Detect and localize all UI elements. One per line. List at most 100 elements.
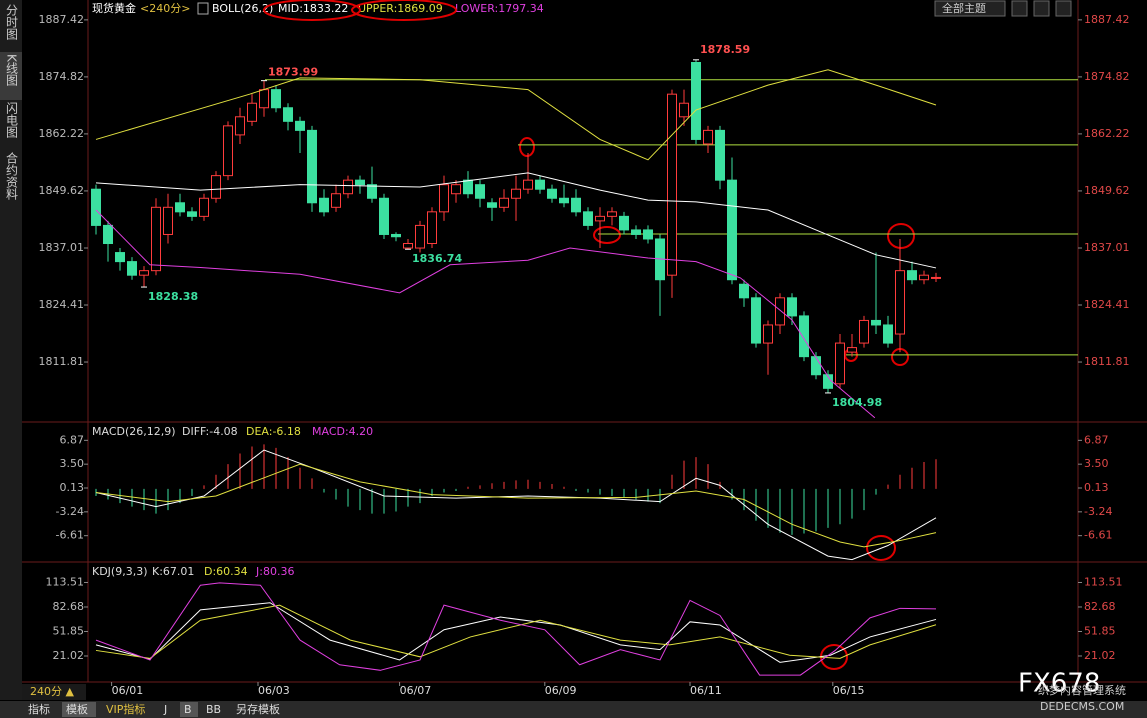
candle-body [583,211,593,226]
highlight [866,535,896,561]
candle-body [463,179,473,195]
plot: 1887.42 1887.42 1874.82 1874.82 1862.22 1862.… [39,13,1130,697]
candle-body [427,211,437,245]
toolbar-tab[interactable]: 模板 [66,702,88,716]
x-tick-label: 06/07 [400,684,432,697]
icon[interactable] [197,2,209,15]
extreme-label: 1873.99 [268,66,318,79]
candle-body [775,297,785,326]
kdj-d: D:60.34 [204,565,248,578]
candle-body [571,197,581,213]
sidebar-tab[interactable]: 分时图 [5,4,19,40]
candle-body [751,297,761,344]
y-tick-label: 1849.62 [1084,184,1130,197]
x-tick-label: 06/09 [545,684,577,697]
candle-body [679,102,689,118]
y-tick-label: -3.24 [56,505,84,518]
y-tick-label: 6.87 [1084,433,1109,446]
indicator-line [95,582,937,676]
candle-body [283,107,293,122]
kdj-k: K:67.01 [152,565,194,578]
y-tick-label: 82.68 [1084,600,1116,613]
sidebar-tab[interactable]: 合约资料 [5,151,19,200]
period: <240分> [140,2,190,15]
candle-body [451,184,461,195]
candle-body [607,211,617,217]
y-tick-label: 1824.41 [39,298,85,311]
candle-body [307,129,317,204]
candle-body [175,202,185,213]
y-tick-label: 1887.42 [39,13,85,26]
indicator-line [95,449,937,561]
highlight [519,137,535,157]
toolbar-tab[interactable]: VIP指标 [106,702,145,716]
y-tick-label: 0.13 [60,481,85,494]
candle-body [271,89,281,109]
indicator-line [95,209,876,419]
highlight [887,223,915,249]
toolbar-tab[interactable]: B [184,703,192,716]
candle-body [331,193,341,208]
sidebar-tab[interactable]: K线图 [5,54,19,86]
indicator-line [95,604,937,659]
y-tick-label: 1862.22 [39,127,85,140]
y-tick-label: 3.50 [1084,457,1109,470]
period-box[interactable] [22,684,86,700]
candle-body [643,229,653,240]
theme-text[interactable]: 全部主题 [942,1,986,15]
toolbar-tabs[interactable]: 指标 模板 VIP指标 J B BB 另存模板 [28,702,280,717]
icon-button[interactable] [1011,0,1028,17]
toolbar-tab[interactable]: 指标 [28,702,50,716]
candle-body [439,184,449,213]
candle-body [355,179,365,186]
candle-body [595,215,605,222]
candle-body [91,188,101,226]
candle-body [811,356,821,376]
candle-body [511,188,521,199]
y-tick-label: 1887.42 [1084,13,1130,26]
theme-select[interactable] [934,0,1006,17]
candle-body [103,224,113,245]
symbol: 现货黄金 [92,1,136,15]
y-tick-label: 1811.81 [1084,355,1130,368]
boll-label: BOLL(26,2) [212,2,273,15]
highlight [593,226,621,244]
x-tick-label: 06/03 [258,684,290,697]
macd-title: MACD(26,12,9) [92,425,176,438]
sidebar [0,0,22,700]
macd-diff: DIFF:-4.08 [182,425,238,438]
candle-body [547,188,557,199]
watermark-site: 织梦内容管理系统 [1038,683,1126,697]
candle-body [535,179,545,190]
candle-body [127,261,137,276]
candle-body [727,179,737,281]
boll-upper: UPPER:1869.09 [358,2,443,15]
icon-button[interactable] [1055,0,1072,17]
y-tick-label: 0.13 [1084,481,1109,494]
toolbar-tab[interactable]: BB [206,703,221,716]
candle-body [379,197,389,235]
candle-body [199,197,209,217]
tab-active[interactable] [62,702,96,717]
candle-body [559,197,569,204]
icon-button[interactable] [1033,0,1050,17]
toolbar-tab[interactable]: 另存模板 [236,702,280,716]
period-select[interactable]: 240分 ▲ [30,685,74,698]
candle-body [835,342,845,385]
extreme-label: 1804.98 [832,396,882,409]
toolbar-tab[interactable]: J [163,703,167,716]
sidebar-tab[interactable]: 闪电图 [5,102,19,138]
extreme-label: 1828.38 [148,290,198,303]
indicator-line [95,69,937,161]
candle-body [295,120,305,131]
candle-body [319,197,329,213]
y-tick-label: 1811.81 [39,355,85,368]
indicator-line [95,602,937,663]
y-tick-label: 51.85 [1084,624,1116,637]
candle-body [499,197,509,208]
candle-body [487,202,497,208]
y-tick-label: -6.61 [56,529,84,542]
candle-body [475,184,485,199]
tab-active[interactable] [180,702,198,717]
